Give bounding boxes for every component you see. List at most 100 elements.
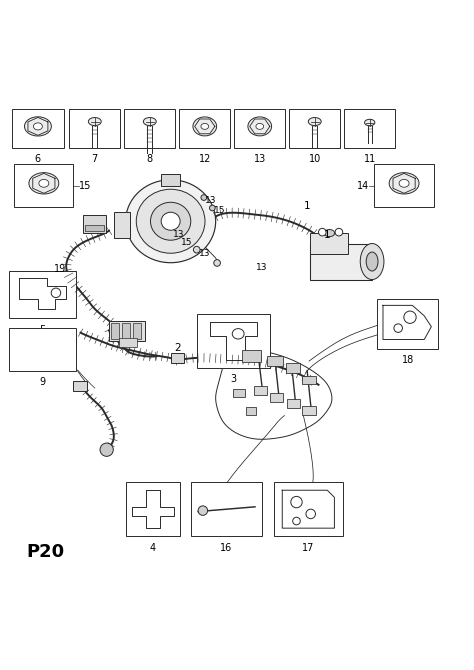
Ellipse shape bbox=[25, 117, 51, 136]
Text: 9: 9 bbox=[40, 377, 46, 387]
Text: 17: 17 bbox=[302, 543, 315, 553]
Bar bbox=[122, 323, 130, 339]
Circle shape bbox=[291, 496, 302, 508]
Ellipse shape bbox=[143, 117, 156, 125]
Bar bbox=[171, 353, 184, 363]
Ellipse shape bbox=[365, 119, 375, 126]
Text: 15: 15 bbox=[79, 181, 91, 191]
Ellipse shape bbox=[161, 212, 180, 230]
Ellipse shape bbox=[256, 123, 264, 129]
Bar bbox=[114, 212, 130, 238]
Bar bbox=[179, 109, 230, 148]
Bar bbox=[73, 381, 87, 391]
Bar bbox=[344, 109, 395, 148]
Bar bbox=[310, 243, 372, 279]
Bar bbox=[133, 323, 141, 339]
Text: 7: 7 bbox=[91, 154, 98, 164]
Text: P20: P20 bbox=[26, 543, 64, 561]
Text: 13: 13 bbox=[205, 196, 216, 205]
Ellipse shape bbox=[360, 243, 384, 279]
Circle shape bbox=[292, 517, 300, 525]
Bar bbox=[118, 338, 137, 347]
Ellipse shape bbox=[193, 117, 217, 136]
Ellipse shape bbox=[150, 202, 191, 241]
Bar bbox=[289, 109, 340, 148]
Bar bbox=[286, 363, 300, 373]
Ellipse shape bbox=[88, 117, 101, 125]
Circle shape bbox=[51, 288, 61, 297]
Ellipse shape bbox=[126, 180, 216, 263]
Text: 8: 8 bbox=[147, 154, 153, 164]
Bar bbox=[191, 482, 262, 537]
Ellipse shape bbox=[39, 180, 49, 187]
Text: 13: 13 bbox=[256, 263, 267, 272]
Bar bbox=[9, 328, 76, 371]
Bar bbox=[270, 393, 283, 402]
Bar bbox=[126, 482, 180, 537]
Circle shape bbox=[335, 228, 343, 236]
Ellipse shape bbox=[324, 230, 335, 237]
Bar bbox=[266, 356, 283, 366]
Bar bbox=[287, 399, 300, 408]
Circle shape bbox=[100, 443, 113, 456]
Bar bbox=[197, 314, 270, 368]
Ellipse shape bbox=[248, 117, 272, 136]
Bar bbox=[302, 406, 316, 415]
Text: 16: 16 bbox=[220, 543, 233, 553]
Bar bbox=[374, 164, 434, 207]
Text: 13: 13 bbox=[199, 249, 210, 258]
Text: 1: 1 bbox=[303, 201, 310, 211]
Text: 13: 13 bbox=[254, 154, 266, 164]
Circle shape bbox=[198, 506, 208, 515]
Text: 19: 19 bbox=[54, 263, 66, 273]
Circle shape bbox=[394, 324, 402, 332]
Circle shape bbox=[319, 228, 326, 236]
Bar bbox=[234, 109, 285, 148]
Bar bbox=[274, 482, 343, 537]
Text: 5: 5 bbox=[39, 324, 46, 334]
Bar bbox=[161, 174, 180, 186]
Bar bbox=[69, 109, 120, 148]
Bar bbox=[14, 164, 73, 207]
Circle shape bbox=[193, 247, 200, 253]
Bar bbox=[85, 224, 104, 231]
Text: 6: 6 bbox=[35, 154, 41, 164]
Text: 15: 15 bbox=[214, 206, 226, 214]
Text: 2: 2 bbox=[174, 343, 181, 353]
Ellipse shape bbox=[34, 123, 42, 130]
Bar bbox=[124, 109, 175, 148]
Bar bbox=[111, 323, 119, 339]
Bar bbox=[12, 109, 64, 148]
Ellipse shape bbox=[389, 173, 419, 194]
Text: 14: 14 bbox=[356, 181, 369, 191]
Ellipse shape bbox=[399, 180, 409, 187]
Ellipse shape bbox=[29, 173, 59, 194]
Text: 1: 1 bbox=[324, 230, 330, 241]
Ellipse shape bbox=[136, 189, 205, 253]
Bar bbox=[109, 321, 145, 340]
Text: 18: 18 bbox=[401, 355, 414, 365]
Text: 4: 4 bbox=[150, 543, 156, 553]
Ellipse shape bbox=[232, 328, 244, 339]
Circle shape bbox=[306, 509, 316, 519]
Bar bbox=[377, 299, 438, 349]
Bar bbox=[254, 386, 267, 395]
Bar bbox=[83, 215, 106, 233]
Bar bbox=[310, 233, 348, 255]
Circle shape bbox=[201, 195, 207, 200]
Bar bbox=[302, 376, 316, 385]
Circle shape bbox=[210, 205, 215, 211]
Text: 11: 11 bbox=[364, 154, 376, 164]
Ellipse shape bbox=[308, 117, 321, 125]
Circle shape bbox=[404, 311, 416, 324]
Bar bbox=[246, 407, 256, 415]
Bar bbox=[9, 271, 76, 318]
Text: 3: 3 bbox=[230, 375, 237, 385]
Text: 13: 13 bbox=[173, 230, 185, 239]
Ellipse shape bbox=[366, 252, 378, 271]
Circle shape bbox=[214, 260, 220, 266]
Ellipse shape bbox=[201, 123, 209, 129]
Text: 15: 15 bbox=[181, 238, 192, 247]
Bar bbox=[233, 389, 246, 397]
Bar bbox=[242, 350, 261, 362]
